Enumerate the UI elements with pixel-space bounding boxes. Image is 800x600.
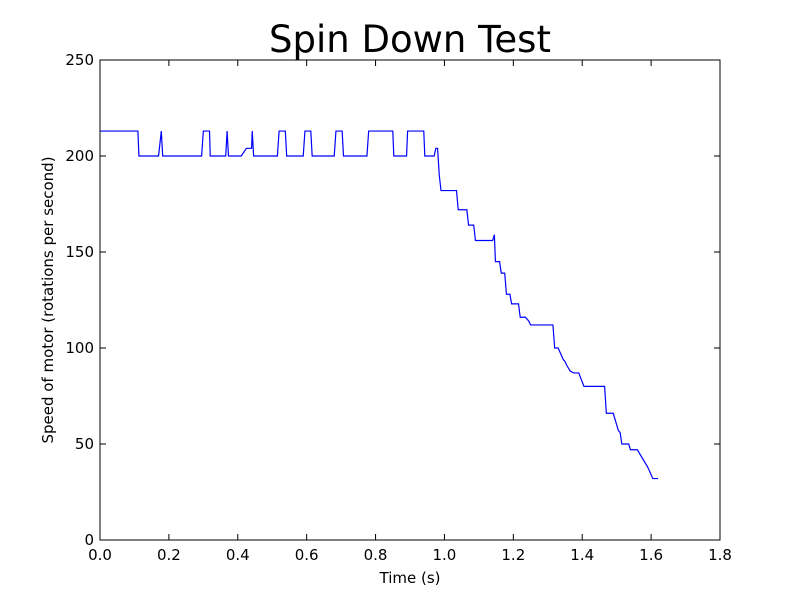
chart-title: Spin Down Test (269, 18, 551, 61)
y-tick-label: 50 (75, 435, 94, 453)
y-tick-label: 100 (65, 339, 94, 357)
x-tick-label: 1.2 (501, 546, 525, 564)
x-axis-label: Time (s) (379, 569, 441, 587)
y-tick-label: 200 (65, 147, 94, 165)
x-tick-label: 1.4 (570, 546, 594, 564)
x-tick-label: 1.8 (708, 546, 732, 564)
y-axis-label: Speed of motor (rotations per second) (39, 156, 57, 443)
plot-frame (99, 59, 721, 541)
x-tick-label: 0.8 (364, 546, 388, 564)
plot-area (100, 130, 658, 480)
x-tick-label: 0.2 (157, 546, 181, 564)
x-tick-label: 1.0 (433, 546, 457, 564)
axis-ticks: 0.0 0.2 0.4 0.6 0.8 1.0 1.2 1.4 1.6 1.8 0 50 100 150 2… (65, 51, 732, 564)
x-tick-label: 0.4 (226, 546, 250, 564)
y-tick-label: 250 (65, 51, 94, 69)
y-tick-label: 0 (84, 531, 94, 549)
x-tick-label: 1.6 (639, 546, 663, 564)
y-tick-label: 150 (65, 243, 94, 261)
series-line-0 (100, 130, 658, 480)
x-tick-label: 0.0 (88, 546, 112, 564)
x-tick-label: 0.6 (295, 546, 319, 564)
